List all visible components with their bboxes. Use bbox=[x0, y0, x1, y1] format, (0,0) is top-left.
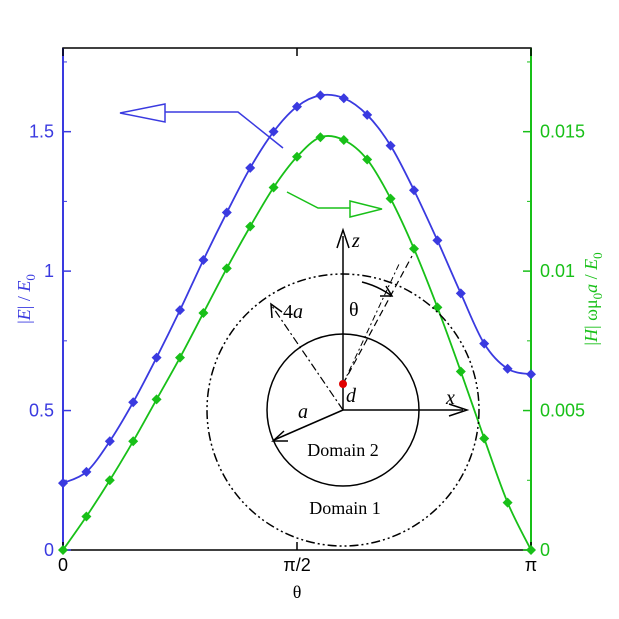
series-layer bbox=[58, 90, 536, 555]
domain-2-label: Domain 2 bbox=[307, 440, 379, 460]
series-right-marker bbox=[362, 154, 373, 165]
plot-frame bbox=[62, 47, 532, 551]
x-axis-title: θ bbox=[293, 582, 302, 602]
observation-line bbox=[342, 255, 413, 385]
offset-label: d bbox=[346, 385, 357, 407]
theta-label: θ bbox=[349, 299, 359, 321]
series-right-marker bbox=[221, 263, 232, 274]
series-left-marker bbox=[502, 363, 513, 374]
inner-radius-label: a bbox=[298, 401, 308, 423]
series-left-marker bbox=[104, 436, 115, 447]
series-left-marker bbox=[151, 352, 162, 363]
series-right-marker bbox=[409, 243, 419, 254]
x-axis-label: x bbox=[445, 387, 455, 409]
x-axis-arrowhead bbox=[448, 403, 470, 417]
z-axis-label: z bbox=[351, 230, 360, 252]
left-y-tick-label: 0.5 bbox=[29, 401, 54, 421]
left-axis-title: |E| / E0 bbox=[14, 274, 38, 324]
series-right-marker bbox=[455, 366, 466, 377]
series-left-marker bbox=[175, 305, 185, 316]
right-y-tick-label: 0.01 bbox=[540, 261, 575, 281]
x-tick-label: 0 bbox=[58, 555, 68, 575]
outer-radius-label: 4a bbox=[283, 301, 303, 323]
series-right-marker bbox=[104, 475, 115, 486]
series-left-marker bbox=[58, 478, 68, 489]
series-right-marker bbox=[479, 433, 490, 444]
series-left-marker bbox=[409, 185, 419, 196]
series-left-marker bbox=[362, 109, 373, 120]
inner-radius-arrowhead bbox=[271, 430, 288, 442]
x-tick-label: π/2 bbox=[283, 555, 310, 575]
series-left-marker bbox=[292, 101, 302, 112]
right-axis-arrow bbox=[286, 191, 383, 218]
inset-diagram: z x 4a a d θ Domain 2 Domain 1 bbox=[206, 227, 480, 547]
outer-radius-arrowhead bbox=[270, 302, 283, 319]
series-right-marker bbox=[81, 511, 92, 522]
series-left-marker bbox=[198, 254, 209, 265]
series-left-marker bbox=[338, 93, 349, 104]
series-right-marker bbox=[58, 545, 68, 555]
series-left-marker bbox=[81, 466, 92, 477]
series-left-marker bbox=[268, 126, 279, 137]
series-right-marker bbox=[151, 394, 162, 405]
series-left-marker bbox=[526, 369, 536, 380]
series-right-marker bbox=[245, 221, 256, 232]
reference-line bbox=[342, 261, 401, 385]
right-y-tick-label: 0 bbox=[540, 540, 550, 560]
series-left-marker bbox=[128, 397, 139, 408]
series-right-marker bbox=[175, 352, 185, 363]
outer-radius-line bbox=[271, 305, 344, 411]
series-right-marker bbox=[198, 307, 209, 318]
right-y-tick-label: 0.015 bbox=[540, 122, 585, 142]
right-axis-title: |H| ωμ0a / E0 bbox=[581, 252, 605, 345]
right-y-tick-label: 0.005 bbox=[540, 401, 585, 421]
series-right-marker bbox=[502, 497, 513, 508]
series-left-marker bbox=[455, 288, 466, 299]
theta-arc bbox=[361, 281, 393, 297]
x-tick-label: π bbox=[525, 555, 537, 575]
dipole-point bbox=[339, 380, 347, 388]
left-y-tick-label: 0 bbox=[44, 540, 54, 560]
series-right-marker bbox=[432, 302, 443, 313]
left-axis-arrow bbox=[119, 103, 284, 149]
series-right-marker bbox=[128, 436, 139, 447]
series-right-marker bbox=[526, 545, 536, 555]
series-left-marker bbox=[432, 235, 443, 246]
inner-radius-line bbox=[273, 409, 344, 441]
left-y-tick-label: 1 bbox=[44, 261, 54, 281]
series-left-marker bbox=[479, 338, 490, 349]
left-y-tick-label: 1.5 bbox=[29, 122, 54, 142]
series-right-marker bbox=[292, 151, 302, 162]
series-left-marker bbox=[221, 207, 232, 218]
series-left-marker bbox=[315, 90, 326, 101]
theta-arrowhead bbox=[380, 285, 394, 297]
series-right-marker bbox=[385, 193, 396, 204]
series-left-marker bbox=[385, 140, 396, 151]
series-right-marker bbox=[315, 132, 326, 143]
series-right-marker bbox=[268, 182, 279, 193]
z-axis-arrowhead bbox=[336, 227, 350, 249]
domain-1-label: Domain 1 bbox=[309, 498, 381, 518]
series-right-marker bbox=[338, 135, 349, 146]
series-left-marker bbox=[245, 162, 256, 173]
